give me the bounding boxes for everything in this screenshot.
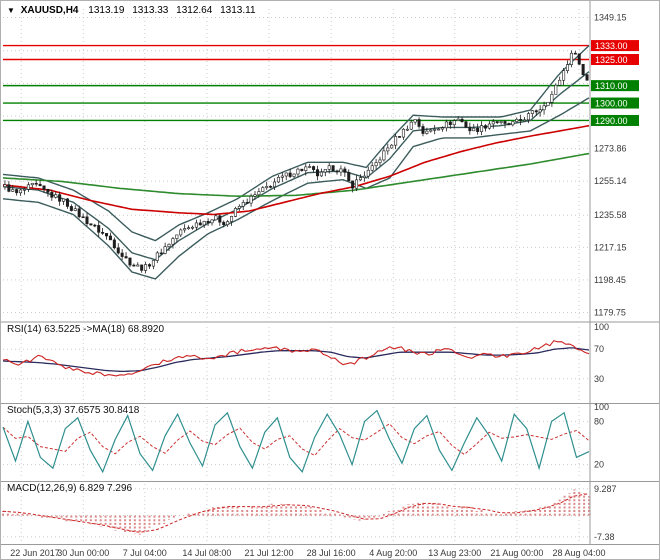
rsi-axis-label: 100 xyxy=(594,322,609,332)
level-price-tag xyxy=(591,54,639,66)
price-axis-label: 1273.86 xyxy=(594,144,627,154)
ma-slow-green-line xyxy=(2,152,590,197)
stoch-signal-line xyxy=(2,423,590,457)
rsi-indicator-label: RSI(14) 63.5225 ->MA(18) 68.8920 xyxy=(7,324,165,335)
bollinger-upper-line xyxy=(2,45,590,242)
bollinger-lower-line xyxy=(2,97,590,280)
level-lines xyxy=(3,44,589,122)
candles-series xyxy=(3,50,589,274)
rsi-axis-label: 70 xyxy=(594,344,604,354)
time-axis-label: 30 Jun 00:00 xyxy=(57,548,109,558)
rsi-panel[interactable] xyxy=(2,340,590,380)
stoch-axis-label: 20 xyxy=(594,460,604,470)
time-axis-label: 14 Jul 08:00 xyxy=(182,548,231,558)
level-price-tag xyxy=(591,80,639,92)
symbol-info-bar: ▼ XAUUSD,H4 1313.19 1313.33 1312.64 1313… xyxy=(7,5,261,16)
bollinger-middle-line xyxy=(2,71,590,261)
time-axis-label: 22 Jun 2017 xyxy=(10,548,60,558)
macd-axis-label: 9.287 xyxy=(594,484,617,494)
level-price-tag-label: 1290.00 xyxy=(595,116,628,126)
time-axis-label: 28 Aug 04:00 xyxy=(553,548,606,558)
level-price-tag xyxy=(591,114,639,126)
macd-axis-label: -7.38 xyxy=(594,532,615,542)
level-price-tag-label: 1325.00 xyxy=(595,55,628,65)
price-axis-label: 1255.14 xyxy=(594,176,627,186)
ohlc-open-value: 1313.19 xyxy=(88,5,125,16)
price-axis-label: 1198.45 xyxy=(594,275,626,285)
level-price-tag xyxy=(591,40,639,52)
level-price-tag xyxy=(591,97,639,109)
price-axis-label: 1235.58 xyxy=(594,210,627,220)
ohlc-high-value: 1313.33 xyxy=(132,5,169,16)
ohlc-low-value: 1312.64 xyxy=(176,5,213,16)
time-axis-label: 21 Aug 00:00 xyxy=(490,548,543,558)
time-axis-label: 13 Aug 23:00 xyxy=(428,548,481,558)
ma-fast-red-line xyxy=(2,124,590,216)
time-grid xyxy=(20,9,580,543)
level-price-tag-label: 1310.00 xyxy=(595,81,628,91)
time-axis-label: 28 Jul 16:00 xyxy=(307,548,356,558)
macd-indicator-label: MACD(12,26,9) 6.829 7.296 xyxy=(7,483,133,494)
stoch-axis-label: 100 xyxy=(594,402,609,412)
symbol-period-label: XAUUSD,H4 xyxy=(20,5,79,16)
rsi-line xyxy=(2,340,590,377)
level-price-tag-label: 1300.00 xyxy=(595,99,628,109)
macd-panel[interactable] xyxy=(2,488,590,538)
time-axis-label: 4 Aug 20:00 xyxy=(369,548,417,558)
ohlc-close-value: 1313.11 xyxy=(220,5,256,16)
time-axis-label: 21 Jul 12:00 xyxy=(245,548,294,558)
stoch-main-line xyxy=(2,409,590,474)
level-price-tag-label: 1333.00 xyxy=(595,41,628,51)
stoch-indicator-label: Stoch(5,3,3) 37.6575 30.8418 xyxy=(7,405,140,416)
chevron-down-icon[interactable]: ▼ xyxy=(7,6,15,15)
stochastic-panel[interactable] xyxy=(2,409,590,474)
stoch-axis-label: 80 xyxy=(594,416,604,426)
price-axis-label: 1179.75 xyxy=(594,307,626,317)
price-grid xyxy=(3,16,589,313)
price-axis-label: 1349.15 xyxy=(594,12,627,22)
time-axis-label: 7 Jul 04:00 xyxy=(123,548,167,558)
rsi-axis-label: 30 xyxy=(594,374,604,384)
price-axis-label: 1217.15 xyxy=(594,242,627,252)
